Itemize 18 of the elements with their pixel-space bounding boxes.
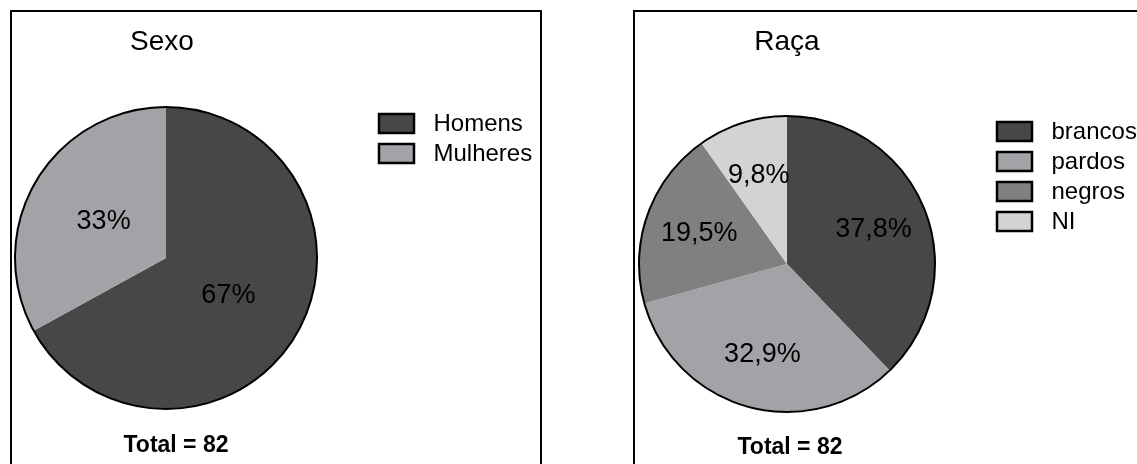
text: Total = 82 <box>737 433 843 459</box>
pie-slice <box>644 264 890 412</box>
data-label: 19,5% <box>660 216 738 247</box>
legend-label: Mulheres <box>433 138 533 166</box>
data-label: 32,9% <box>724 337 801 368</box>
data-label: 37,8% <box>835 213 912 244</box>
chart-title: Raça <box>754 25 821 56</box>
data-label: 67% <box>201 278 256 309</box>
legend-label: negros <box>1051 176 1125 204</box>
pie-slice <box>15 107 166 331</box>
data-label: 33% <box>76 205 131 236</box>
legend-label: brancos <box>1051 116 1137 144</box>
pie-slice <box>639 143 787 304</box>
legend-label: pardos <box>1051 146 1125 174</box>
text: Total = 82 <box>123 431 229 457</box>
legend-label: Homens <box>433 108 523 136</box>
chart-title: Sexo <box>130 25 194 56</box>
legend-label: NI <box>1051 206 1076 234</box>
